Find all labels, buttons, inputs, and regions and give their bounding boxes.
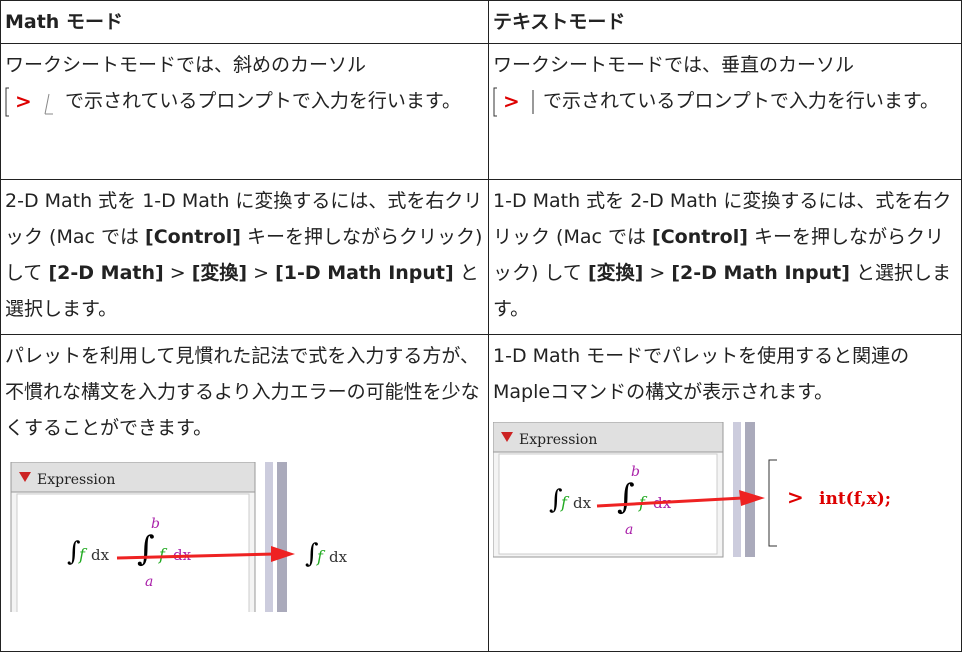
text: と選択します。: [5, 262, 479, 320]
text: キーを押しながらクリック) して: [493, 226, 944, 284]
palette-figure: Expression ∫ f dx ∫ b a f dx > int(f,x);: [493, 422, 891, 558]
palette-title: Expression: [37, 472, 115, 488]
text: 1-D Math 式を 2-D Math に変換するには、式を右クリック (Ma…: [493, 190, 952, 248]
row: 2-D Math 式を 1-D Math に変換するには、式を右クリック (Ma…: [0, 179, 962, 335]
differential: dx: [573, 494, 592, 512]
differential: dx: [329, 548, 348, 566]
row: パレットを利用して見慣れた記法で式を入力する方が、不慣れな構文を入力するより入力…: [0, 334, 962, 652]
text: 1-D Math モードでパレットを使用すると関連のMapleコマンドの構文が表…: [493, 345, 910, 403]
menu-item: [2-D Math]: [48, 262, 164, 284]
text: 2-D Math 式を 1-D Math に変換するには、式を右クリック (Ma…: [5, 190, 483, 248]
text: で示されているプロンプトで入力を行います。: [543, 90, 939, 112]
upper-limit: b: [631, 464, 640, 480]
menu-item: [1-D Math Input]: [275, 262, 454, 284]
prompt: >: [15, 89, 32, 113]
maple-command: int(f,x);: [819, 489, 891, 509]
integral: ∫: [549, 485, 563, 515]
integrand: f: [158, 545, 168, 564]
palette-title: Expression: [519, 432, 597, 448]
prompt-icon: >: [5, 87, 53, 116]
header-cell: Math モード: [0, 0, 489, 44]
text: パレットを利用して見慣れた記法で式を入力する方が、不慣れな構文を入力するより入力…: [5, 345, 480, 439]
upper-limit: b: [151, 516, 160, 532]
prompt: >: [787, 485, 804, 509]
prompt: >: [503, 89, 520, 113]
lower-limit: a: [625, 522, 633, 538]
menu-item: [2-D Math Input]: [671, 262, 850, 284]
text: ワークシートモードでは、斜めのカーソル: [5, 54, 367, 76]
cell: ワークシートモードでは、斜めのカーソル > で示されているプロンプトで入力を行います…: [0, 43, 489, 180]
header-cell: テキストモード: [488, 0, 962, 44]
differential: dx: [91, 546, 110, 564]
integral: ∫: [67, 537, 81, 567]
cell: 1-D Math 式を 2-D Math に変換するには、式を右クリック (Ma…: [488, 179, 962, 335]
integrand: f: [78, 545, 88, 564]
text: >: [163, 262, 192, 284]
text: キーを押しながらクリック) して: [5, 226, 483, 284]
text: >: [247, 262, 276, 284]
menu-item: [Control]: [145, 226, 241, 248]
menu-item: [Control]: [652, 226, 748, 248]
row: ワークシートモードでは、斜めのカーソル > で示されているプロンプトで入力を行います…: [0, 43, 962, 180]
cell: ワークシートモードでは、垂直のカーソル > で示されているプロンプトで入力を行います…: [488, 43, 962, 180]
menu-item: [変換]: [191, 262, 248, 284]
integrand: f: [316, 547, 326, 566]
integral: ∫: [137, 529, 155, 569]
integrand: f: [560, 493, 570, 512]
text: で示されているプロンプトで入力を行います。: [65, 90, 461, 112]
text: >: [643, 262, 672, 284]
cell: 1-D Math モードでパレットを使用すると関連のMapleコマンドの構文が表…: [488, 334, 962, 652]
text: ワークシートモードでは、垂直のカーソル: [493, 54, 855, 76]
palette-figure: Expression ∫ f dx ∫ b a f dx ∫ f dx: [10, 462, 348, 612]
menu-item: [変換]: [587, 262, 644, 284]
integral: ∫: [617, 477, 635, 517]
cell: パレットを利用して見慣れた記法で式を入力する方が、不慣れな構文を入力するより入力…: [0, 334, 489, 652]
integral: ∫: [305, 539, 319, 569]
cell: 2-D Math 式を 1-D Math に変換するには、式を右クリック (Ma…: [0, 179, 489, 335]
lower-limit: a: [145, 574, 153, 590]
text: と選択します。: [493, 262, 951, 320]
header-row: Math モード テキストモード: [0, 0, 962, 44]
prompt-icon: >: [493, 87, 534, 116]
